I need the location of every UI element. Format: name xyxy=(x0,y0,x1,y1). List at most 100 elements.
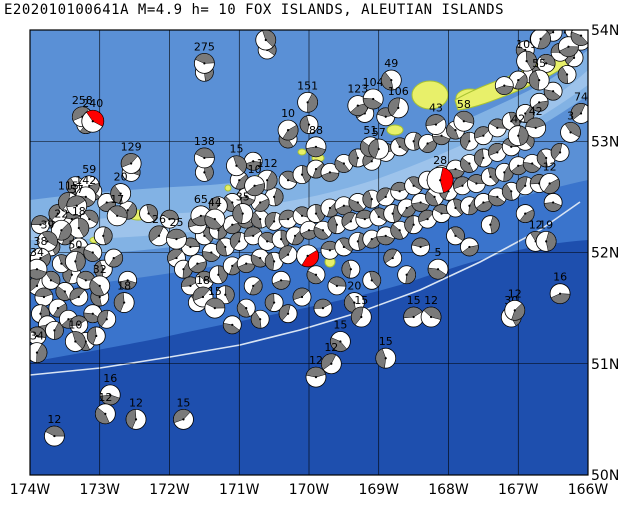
focal-mechanism-ball xyxy=(306,265,326,285)
focal-mechanism-ball xyxy=(427,258,449,280)
focal-mechanism-ball xyxy=(44,425,65,447)
event-depth-label: 44 xyxy=(208,196,222,209)
event-depth-label: 42 xyxy=(511,113,525,126)
event-depth-label: 15 xyxy=(354,294,368,307)
focal-mechanism-ball xyxy=(460,237,479,257)
event-depth-label: 43 xyxy=(429,102,443,115)
focal-mechanism-ball xyxy=(264,251,284,271)
y-tick-label: 52N xyxy=(591,246,619,262)
event-depth-label: 15 xyxy=(379,335,393,348)
event-depth-label: 15 xyxy=(333,319,347,332)
event-depth-label: 57 xyxy=(372,126,386,139)
focal-mechanism-ball xyxy=(64,250,86,272)
focal-mechanism-ball xyxy=(425,114,447,135)
event-depth-label: 18 xyxy=(72,205,86,218)
focal-mechanism-ball xyxy=(30,326,47,346)
focal-mechanism-ball xyxy=(387,97,409,119)
focal-mechanism-ball xyxy=(250,309,270,329)
focal-mechanism-ball xyxy=(125,408,147,430)
focal-mechanism-ball xyxy=(271,270,291,290)
event-depth-label: 129 xyxy=(121,141,142,154)
focal-mechanism-ball xyxy=(473,193,493,212)
focal-mechanism-ball xyxy=(550,142,570,162)
focal-mechanism-ball xyxy=(89,275,111,297)
focal-mechanism-ball xyxy=(173,408,194,430)
focal-mechanism-ball xyxy=(31,215,50,235)
focal-mechanism-ball xyxy=(368,138,390,160)
focal-mechanism-ball xyxy=(30,258,48,280)
focal-mechanism-ball xyxy=(525,117,547,139)
focal-mechanism-ball xyxy=(285,226,305,246)
focal-mechanism-ball xyxy=(515,176,535,196)
map-title: E202010100641A M=4.9 h= 10 FOX ISLANDS, … xyxy=(4,2,505,18)
event-depth-label: 57 xyxy=(70,183,84,196)
highlighted-event-ball xyxy=(296,244,320,268)
focal-mechanism-ball xyxy=(460,131,479,151)
event-depth-label: 16 xyxy=(103,372,117,385)
focal-mechanism-ball xyxy=(543,81,563,101)
focal-mechanism-ball xyxy=(244,175,265,197)
focal-mechanism-ball xyxy=(278,304,298,324)
focal-mechanism-ball xyxy=(362,189,382,209)
focal-mechanism-ball xyxy=(313,298,333,318)
focal-mechanism-ball xyxy=(69,287,89,307)
focal-mechanism-ball xyxy=(55,282,75,301)
focal-mechanism-ball xyxy=(41,270,61,290)
event-depth-label: 34 xyxy=(30,330,44,343)
focal-mechanism-ball xyxy=(204,208,226,230)
x-tick-label: 174W xyxy=(10,482,51,498)
event-depth-label: 74 xyxy=(574,90,588,103)
event-depth-label: 65 xyxy=(194,193,208,206)
event-depth-label: 58 xyxy=(457,98,471,111)
focal-mechanism-ball xyxy=(418,134,437,153)
event-depth-label: 20 xyxy=(347,280,361,293)
focal-mechanism-ball xyxy=(139,204,158,223)
focal-mechanism-ball xyxy=(549,283,571,305)
focal-mechanism-ball xyxy=(250,248,270,268)
focal-mechanism-ball xyxy=(264,187,284,207)
focal-mechanism-ball xyxy=(120,153,142,174)
focal-mechanism-ball xyxy=(113,292,135,313)
focal-mechanism-ball xyxy=(226,155,247,177)
event-depth-label: 18 xyxy=(196,274,210,287)
event-depth-label: 25 xyxy=(169,216,183,229)
event-depth-label: 12 xyxy=(529,218,543,231)
x-tick-label: 170W xyxy=(289,482,330,498)
focal-mechanism-ball xyxy=(277,119,299,141)
focal-mechanism-ball xyxy=(411,237,431,257)
y-tick-label: 51N xyxy=(591,357,619,373)
highlighted-event-label: 28 xyxy=(433,154,447,167)
focal-mechanism-ball xyxy=(243,276,263,296)
focal-mechanism-ball xyxy=(355,209,375,229)
event-depth-label: 12 xyxy=(98,391,112,404)
event-depth-label: 12 xyxy=(543,161,557,174)
focal-mechanism-ball xyxy=(453,176,472,196)
focal-mechanism-ball xyxy=(397,198,417,218)
focal-mechanism-ball xyxy=(106,205,128,227)
focal-mechanism-ball xyxy=(94,403,116,425)
focal-mechanism-ball xyxy=(243,151,263,171)
focal-mechanism-ball xyxy=(560,121,581,143)
y-tick-label: 54N xyxy=(591,23,619,39)
focal-mechanism-ball xyxy=(570,103,588,124)
event-depth-label: 34 xyxy=(30,246,44,259)
event-depth-label: 138 xyxy=(194,135,215,148)
x-tick-label: 169W xyxy=(358,482,399,498)
focal-mechanism-ball xyxy=(529,92,549,112)
event-depth-label: 12 xyxy=(508,287,522,300)
focal-mechanism-ball xyxy=(232,203,254,224)
event-depth-label: 39 xyxy=(40,218,54,231)
x-tick-label: 173W xyxy=(79,482,120,498)
x-tick-label: 166W xyxy=(568,482,609,498)
event-depth-label: 15 xyxy=(407,294,421,307)
focal-mechanism-ball xyxy=(528,69,550,91)
event-depth-label: 3 xyxy=(567,109,574,122)
event-depth-label: 59 xyxy=(82,163,96,176)
focal-mechanism-ball xyxy=(362,229,382,249)
focal-mechanism-ball xyxy=(64,331,86,352)
event-depth-label: 17 xyxy=(110,193,124,206)
focal-mechanism-ball xyxy=(334,196,354,216)
focal-mechanism-ball xyxy=(69,315,89,335)
event-depth-label: 32 xyxy=(574,13,588,26)
